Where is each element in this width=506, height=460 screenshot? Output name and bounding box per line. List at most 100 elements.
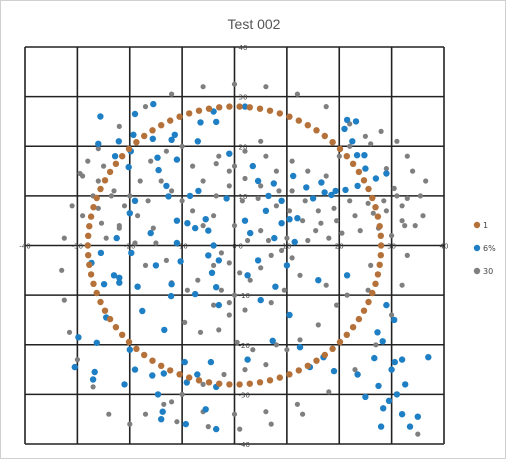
point-series-30 [323, 173, 329, 179]
point-series-30 [263, 153, 269, 159]
point-series-30 [383, 208, 389, 214]
point-series-1 [141, 132, 148, 140]
point-series-1 [376, 223, 383, 230]
point-series-6pct [215, 257, 222, 264]
point-series-30 [326, 389, 332, 395]
point-series-30 [116, 223, 122, 229]
point-series-30 [213, 161, 219, 167]
point-series-6pct [113, 234, 120, 242]
point-series-30 [216, 327, 222, 333]
point-series-6pct [286, 311, 293, 319]
point-series-1 [295, 367, 302, 374]
point-series-30 [389, 312, 395, 318]
point-series-6pct [278, 220, 285, 227]
point-series-1 [336, 145, 344, 153]
y-tick-label: -40 [239, 441, 250, 449]
point-series-6pct [100, 281, 108, 288]
point-series-6pct [208, 269, 216, 276]
point-series-1 [119, 153, 126, 160]
point-series-1 [167, 117, 174, 124]
x-tick-label: 20 [335, 243, 344, 251]
legend-label: 6% [483, 244, 496, 253]
y-tick-label: -10 [239, 292, 250, 300]
point-series-1 [304, 122, 311, 129]
point-series-6pct [303, 184, 310, 191]
point-series-30 [263, 409, 269, 415]
point-series-6pct [278, 197, 285, 204]
point-series-1 [90, 204, 97, 211]
point-series-1 [186, 374, 193, 381]
point-series-30 [265, 237, 272, 244]
point-series-1 [87, 213, 95, 220]
point-series-1 [106, 168, 114, 176]
point-series-30 [237, 270, 243, 276]
point-series-1 [112, 324, 120, 331]
point-series-1 [101, 307, 109, 314]
point-series-6pct [330, 367, 338, 375]
point-series-30 [231, 292, 238, 298]
point-series-30 [231, 81, 238, 87]
point-series-6pct [111, 153, 119, 160]
point-series-6pct [383, 170, 390, 177]
point-series-6pct [291, 238, 298, 246]
point-series-30 [239, 198, 245, 204]
point-series-30 [263, 362, 269, 368]
point-series-6pct [154, 154, 161, 161]
point-series-30 [315, 322, 321, 328]
point-series-30 [313, 228, 319, 234]
point-series-30 [323, 104, 329, 110]
point-series-30 [242, 307, 248, 313]
point-series-30 [268, 252, 274, 258]
point-series-30 [231, 411, 238, 417]
point-series-6pct [202, 406, 209, 413]
point-series-30 [268, 300, 274, 306]
point-series-30 [300, 411, 306, 417]
point-series-30 [412, 223, 418, 229]
legend-marker [473, 244, 481, 252]
point-series-30 [108, 193, 114, 199]
point-series-1 [87, 271, 95, 278]
point-series-6pct [134, 283, 141, 290]
point-series-30 [347, 198, 353, 204]
point-series-6pct [195, 187, 202, 195]
point-series-6pct [265, 192, 272, 200]
point-series-1 [236, 381, 243, 388]
point-series-30 [179, 198, 185, 204]
point-series-1 [195, 377, 203, 384]
point-series-30 [415, 431, 421, 437]
point-series-6pct [89, 376, 97, 383]
point-series-6pct [315, 277, 322, 284]
point-series-30 [137, 178, 143, 184]
point-series-1 [295, 117, 302, 124]
point-series-30 [184, 287, 190, 293]
point-series-30 [61, 235, 67, 241]
point-series-30 [352, 367, 358, 373]
point-series-1 [374, 213, 382, 220]
point-series-30 [394, 138, 400, 144]
point-series-30 [247, 277, 253, 283]
x-tick-label: 30 [387, 243, 396, 251]
point-series-30 [258, 265, 264, 271]
point-series-1 [106, 315, 114, 323]
point-series-6pct [160, 370, 167, 377]
point-series-30 [242, 175, 248, 182]
point-series-30 [315, 208, 321, 214]
point-series-1 [374, 271, 382, 278]
point-series-30 [74, 357, 80, 363]
point-series-6pct [361, 152, 368, 159]
point-series-30 [85, 158, 91, 164]
point-series-6pct [283, 262, 291, 269]
point-series-1 [93, 194, 100, 202]
point-series-1 [372, 204, 379, 211]
point-series-6pct [125, 163, 132, 171]
point-series-1 [360, 307, 368, 314]
point-series-6pct [402, 381, 409, 388]
x-tick-label: -30 [72, 243, 83, 251]
point-series-1 [286, 113, 293, 120]
point-series-6pct [391, 316, 398, 324]
point-series-30 [423, 178, 429, 184]
point-series-1 [149, 357, 156, 364]
point-series-6pct [97, 113, 104, 120]
point-series-1 [226, 103, 233, 110]
point-series-30 [289, 255, 295, 261]
